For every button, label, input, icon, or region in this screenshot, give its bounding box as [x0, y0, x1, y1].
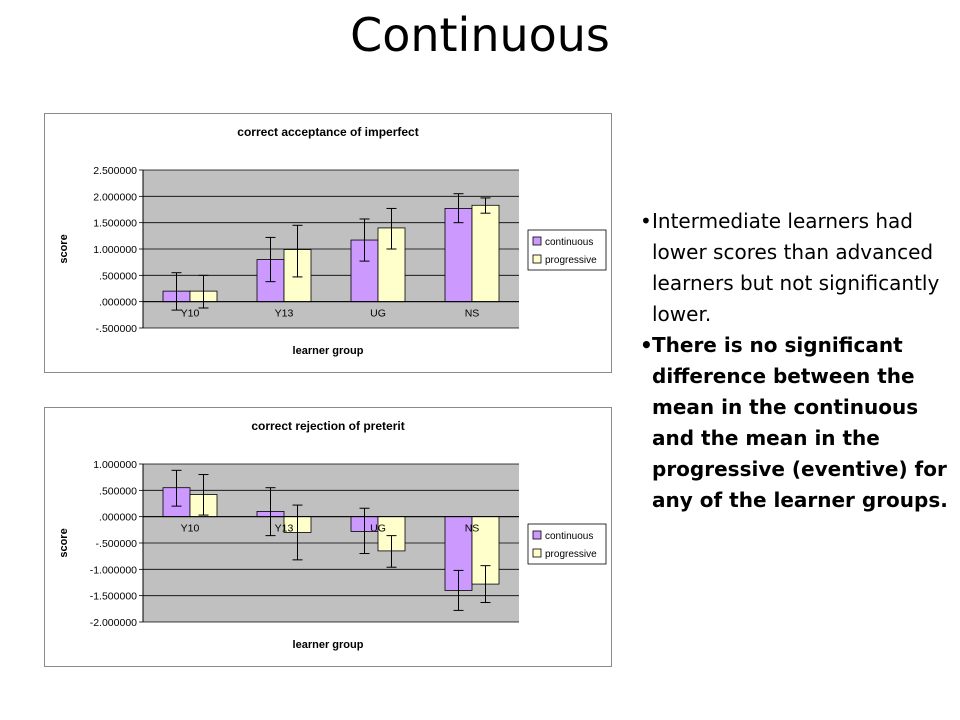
chart1-y-tick-label: 1.500000 [93, 218, 137, 230]
chart1-y-tick-label: -.500000 [96, 323, 138, 335]
chart2-y-tick-label: -.500000 [96, 538, 138, 550]
chart1-x-axis-label: learner group [293, 345, 364, 357]
chart2-title: correct rejection of preterit [251, 419, 404, 433]
chart2-category-label-Y13: Y13 [275, 523, 294, 535]
chart1-y-tick-label: 2.000000 [93, 191, 137, 203]
chart2-x-axis-label: learner group [293, 639, 364, 651]
chart1-category-label-NS: NS [465, 308, 480, 320]
chart2-category-label-UG: UG [370, 523, 386, 535]
chart2-y-axis-label: score [58, 528, 70, 557]
chart2-y-tick-label: 1.000000 [93, 459, 137, 471]
chart1-y-tick-label: 1.000000 [93, 244, 137, 256]
chart1-category-label-Y10: Y10 [181, 308, 200, 320]
chart2-legend-swatch-progressive [532, 548, 542, 558]
chart2-y-tick-label: -1.000000 [90, 564, 137, 576]
bullet-list: Intermediate learners had lower scores t… [640, 206, 955, 516]
bullet-intermediate-learners: Intermediate learners had lower scores t… [640, 206, 955, 330]
chart2-legend-label-progressive: progressive [545, 549, 597, 560]
chart1-bar-progressive-NS [471, 204, 500, 303]
chart1-category-label-Y13: Y13 [275, 308, 294, 320]
chart1-legend-swatch-progressive [532, 254, 542, 264]
chart1-title: correct acceptance of imperfect [237, 125, 418, 139]
chart-correct-acceptance-imperfect: correct acceptance of imperfect 2.500000 2… [44, 113, 612, 373]
chart1-y-tick-label: .000000 [99, 297, 137, 309]
chart1-y-axis-label: score [58, 234, 70, 263]
bullet-no-significant-difference: There is no significant difference betwe… [640, 330, 955, 516]
chart1-bar-continuous-NS [444, 208, 473, 303]
chart2-legend-swatch-continuous [532, 530, 542, 540]
chart2-category-label-Y10: Y10 [181, 523, 200, 535]
slide-title: Continuous [350, 8, 610, 62]
chart1-legend-swatch-continuous [532, 236, 542, 246]
chart2-y-tick-label: .000000 [99, 512, 137, 524]
chart-correct-rejection-preterit: correct rejection of preterit 1.000000 .50… [44, 407, 612, 667]
chart1-y-tick-label: 2.500000 [93, 165, 137, 177]
chart1-legend-label-progressive: progressive [545, 255, 597, 266]
chart2-y-tick-label: .500000 [99, 485, 137, 497]
chart-svg-imperfect: correct acceptance of imperfect 2.500000 2… [58, 125, 607, 357]
chart2-legend-label-continuous: continuous [545, 531, 593, 542]
chart1-legend-label-continuous: continuous [545, 237, 593, 248]
chart-svg-preterit: correct rejection of preterit 1.000000 .50… [58, 419, 607, 651]
chart2-category-label-NS: NS [465, 523, 480, 535]
chart1-y-tick-label: .500000 [99, 270, 137, 282]
chart1-category-label-UG: UG [370, 308, 386, 320]
chart2-y-tick-label: -1.500000 [90, 591, 137, 603]
chart2-y-tick-label: -2.000000 [90, 617, 137, 629]
